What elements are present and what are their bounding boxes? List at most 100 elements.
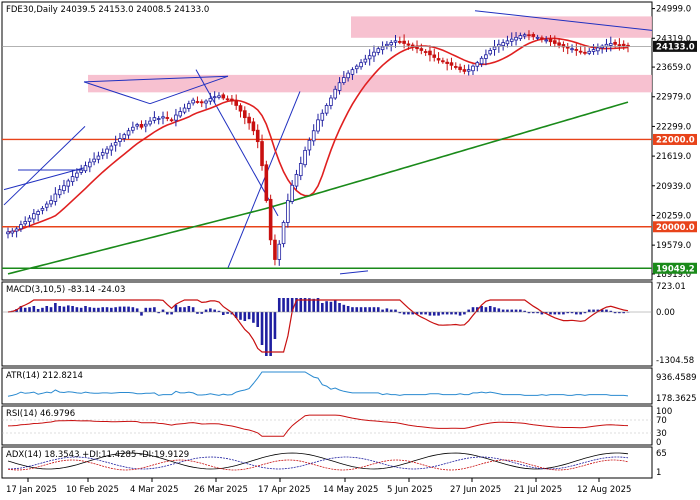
macd-bar-76 — [333, 300, 337, 312]
candle-body-121 — [527, 34, 531, 37]
adx-line — [7, 452, 629, 470]
level-badge-label-0: 22000.0 — [656, 136, 695, 146]
candle-body-34 — [152, 117, 157, 121]
macd-bar-81 — [355, 307, 359, 312]
macd-bar-94 — [411, 312, 415, 315]
macd-bar-73 — [321, 303, 324, 312]
macd-bar-143 — [622, 312, 625, 314]
trendline-4 — [83, 75, 229, 83]
price-axis: 24999.0 24319.0 23659.0 22979.0 22299.0 21619… — [652, 5, 691, 280]
candle-body-120 — [522, 34, 527, 37]
candle-body-83 — [363, 58, 368, 63]
panel-macd-tick-2: -1304.58 — [656, 356, 694, 366]
macd-bar-137 — [596, 309, 600, 312]
macd-bar-45 — [200, 312, 204, 314]
candle-body-110 — [479, 57, 484, 65]
macd-bar-41 — [183, 307, 186, 312]
candle-body-98 — [428, 50, 432, 56]
candle-body-86 — [376, 48, 381, 53]
macd-bar-69 — [303, 298, 307, 312]
macd-bar-71 — [312, 298, 315, 312]
candle-body-45 — [199, 101, 204, 104]
level-badge-1 — [653, 221, 697, 233]
candle-body-124 — [540, 37, 544, 40]
candle-body-112 — [488, 50, 493, 55]
macd-bar-89 — [389, 309, 393, 312]
candle-body-143 — [621, 43, 626, 47]
macd-bar-129 — [562, 312, 565, 315]
macd-bar-72 — [316, 298, 320, 312]
candle-body-11 — [53, 193, 58, 202]
macd-bar-32 — [144, 307, 148, 312]
candle-body-40 — [178, 111, 183, 117]
panel-macd-tick-0: 723.01 — [656, 282, 686, 292]
chart-title: FDE30,Daily 24039.5 24153.0 24008.5 2413… — [6, 5, 209, 15]
candle-body-80 — [350, 69, 355, 75]
macd-bar-140 — [609, 310, 613, 312]
candle-body-22 — [100, 152, 105, 156]
y-tick-label-8: 19579.0 — [656, 241, 691, 251]
macd-signal-line — [7, 299, 629, 353]
macd-bar-37 — [166, 312, 169, 315]
candle-body-99 — [432, 54, 437, 58]
macd-bar-118 — [514, 309, 518, 312]
candle-body-9 — [44, 203, 49, 208]
candle-body-25 — [113, 142, 118, 146]
candle-body-78 — [342, 77, 346, 83]
candle-body-113 — [492, 46, 497, 50]
macd-bar-117 — [510, 309, 514, 312]
panel-rsi-tick-2: 30 — [656, 429, 667, 439]
macd-bar-61 — [269, 312, 272, 356]
candle-body-93 — [406, 43, 411, 46]
candle-body-111 — [484, 54, 488, 59]
macd-bar-79 — [346, 306, 350, 312]
macd-bar-82 — [359, 307, 363, 312]
candle-body-68 — [298, 163, 303, 177]
macd-bar-14 — [66, 305, 70, 312]
macd-bar-136 — [592, 309, 595, 312]
candle-body-126 — [548, 38, 553, 43]
ma-slow-line — [7, 101, 629, 275]
x-tick-label-9: 12 Aug 2025 — [577, 485, 631, 495]
minus-di-line — [7, 459, 629, 471]
candle-body-32 — [143, 123, 148, 127]
candle-body-4 — [23, 221, 28, 225]
trendline-3 — [83, 81, 151, 105]
macd-bar-67 — [295, 298, 298, 312]
macd-bar-108 — [471, 307, 475, 312]
macd-bar-29 — [131, 307, 135, 312]
candle-body-15 — [70, 176, 75, 183]
macd-bar-10 — [49, 307, 53, 312]
candle-body-29 — [131, 126, 135, 131]
panel-label-macd: MACD(3,10,5) -83.14 -24.03 — [6, 285, 125, 295]
candle-body-109 — [475, 62, 480, 67]
macd-bar-121 — [527, 312, 531, 314]
y-tick-label-1: 24319.0 — [656, 34, 691, 44]
macd-bar-18 — [84, 306, 87, 312]
level-badge-label-2: 19049.2 — [656, 264, 695, 274]
candle-body-74 — [324, 105, 329, 114]
x-tick-label-3: 26 Mar 2025 — [194, 485, 248, 495]
candle-body-71 — [311, 130, 316, 142]
candle-body-123 — [535, 36, 540, 39]
candle-body-16 — [75, 172, 79, 178]
panel-frame-adx — [1, 446, 653, 479]
macd-bar-85 — [372, 307, 376, 312]
candle-body-59 — [260, 141, 264, 167]
candle-body-37 — [165, 117, 170, 119]
macd-bar-36 — [161, 309, 165, 312]
macd-bar-60 — [265, 312, 268, 356]
macd-bar-55 — [243, 312, 247, 321]
candle-body-117 — [509, 38, 514, 42]
panel-frame-macd — [1, 281, 653, 367]
candle-body-6 — [32, 213, 36, 220]
horizontal-levels — [2, 138, 652, 269]
panel-label-rsi: RSI(14) 46.9796 — [6, 409, 75, 419]
macd-bar-125 — [544, 312, 548, 314]
macd-bar-120 — [523, 310, 526, 312]
candle-body-7 — [36, 211, 40, 215]
macd-bar-9 — [45, 306, 49, 312]
candle-body-108 — [471, 65, 475, 72]
macd-bar-34 — [153, 307, 156, 312]
